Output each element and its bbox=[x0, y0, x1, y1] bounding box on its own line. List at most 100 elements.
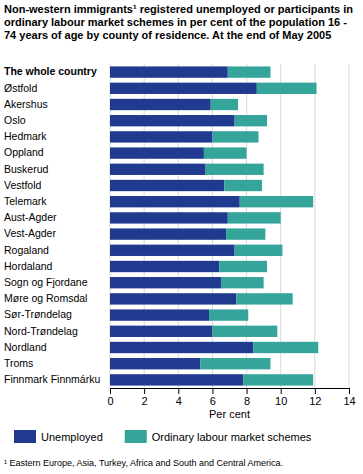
legend-label: Ordinary labour market schemes bbox=[152, 431, 312, 443]
chart: Non-western immigrants¹ registered unemp… bbox=[0, 0, 363, 474]
tick-mark bbox=[212, 388, 213, 394]
category-label: Rogaland bbox=[4, 244, 49, 256]
grid-line bbox=[246, 64, 247, 388]
tick: Oppland bbox=[4, 146, 44, 158]
bar bbox=[221, 277, 264, 288]
tick: 10 bbox=[275, 388, 287, 407]
tick-mark bbox=[144, 388, 145, 394]
category-label: Østfold bbox=[4, 82, 37, 94]
bar bbox=[200, 358, 270, 369]
tick: Oslo bbox=[4, 114, 26, 126]
tick: Hordaland bbox=[4, 260, 53, 272]
bar bbox=[235, 115, 267, 126]
bar bbox=[110, 99, 211, 110]
category-label: Telemark bbox=[4, 195, 47, 207]
category-label: Vest-Agder bbox=[4, 227, 56, 239]
plot: 02468101214The whole countryØstfoldAkers… bbox=[4, 64, 356, 407]
tick-label: 12 bbox=[309, 395, 321, 407]
tick: Østfold bbox=[4, 82, 37, 94]
tick: 2 bbox=[142, 388, 148, 407]
bar bbox=[240, 196, 313, 207]
tick: Rogaland bbox=[4, 244, 49, 256]
bar bbox=[110, 358, 200, 369]
grid-line bbox=[178, 64, 179, 388]
bar bbox=[236, 293, 292, 304]
legend-item: Unemployed bbox=[14, 430, 103, 443]
category-label: Hordaland bbox=[4, 260, 53, 272]
bar bbox=[226, 228, 265, 239]
footnote: ¹ Eastern Europe, Asia, Turkey, Africa a… bbox=[4, 458, 283, 468]
tick-label: 6 bbox=[210, 395, 216, 407]
category-label: Hedmark bbox=[4, 130, 47, 142]
category-label: The whole country bbox=[4, 65, 97, 77]
bar bbox=[110, 293, 236, 304]
tick: Sør-Trøndelag bbox=[4, 308, 72, 320]
bars bbox=[110, 66, 318, 385]
bar bbox=[257, 83, 317, 94]
grid-line bbox=[314, 64, 315, 388]
bar bbox=[110, 115, 235, 126]
legend-swatch bbox=[125, 430, 147, 443]
x-axis-title: Per cent bbox=[209, 408, 250, 420]
grid-line bbox=[349, 64, 350, 388]
tick-label: 2 bbox=[142, 395, 148, 407]
bar bbox=[212, 131, 258, 142]
tick-label: 14 bbox=[343, 395, 355, 407]
y-axis: The whole country Østfold Akershus Oslo Hedm… bbox=[4, 65, 100, 385]
tick: Møre og Romsdal bbox=[4, 292, 87, 304]
bar bbox=[228, 66, 271, 77]
tick-mark bbox=[315, 388, 316, 394]
tick: 12 bbox=[309, 388, 321, 407]
tick-label: 4 bbox=[176, 395, 182, 407]
tick: Nord-Trøndelag bbox=[4, 325, 78, 337]
bar bbox=[110, 131, 212, 142]
tick-label: 8 bbox=[244, 395, 250, 407]
bar bbox=[253, 342, 318, 353]
bar bbox=[110, 374, 243, 385]
tick: 14 bbox=[343, 388, 355, 407]
bar bbox=[110, 277, 221, 288]
x-axis: 02468101214 bbox=[107, 388, 355, 407]
tick: 4 bbox=[176, 388, 182, 407]
category-label: Troms bbox=[4, 357, 33, 369]
bar bbox=[206, 164, 264, 175]
tick: Troms bbox=[4, 357, 33, 369]
grid-line bbox=[212, 64, 213, 388]
bar bbox=[243, 374, 313, 385]
legend-swatch bbox=[14, 430, 36, 443]
bar bbox=[110, 83, 257, 94]
tick-mark bbox=[247, 388, 248, 394]
tick-mark bbox=[110, 388, 111, 394]
tick: 6 bbox=[210, 388, 216, 407]
legend-item: Ordinary labour market schemes bbox=[125, 430, 312, 443]
series-bars bbox=[200, 66, 318, 385]
legend-label: Unemployed bbox=[41, 431, 103, 443]
bar bbox=[204, 147, 247, 158]
grid-line bbox=[110, 64, 111, 388]
tick: The whole country bbox=[4, 65, 97, 77]
category-label: Aust-Agder bbox=[4, 211, 57, 223]
grid-line bbox=[144, 64, 145, 388]
bar bbox=[219, 261, 267, 272]
series-bars bbox=[110, 66, 257, 385]
bar bbox=[110, 66, 228, 77]
category-label: Møre og Romsdal bbox=[4, 292, 87, 304]
tick: Vest-Agder bbox=[4, 227, 56, 239]
tick-mark bbox=[281, 388, 282, 394]
bar bbox=[110, 196, 240, 207]
tick: Hedmark bbox=[4, 130, 47, 142]
tick: Buskerud bbox=[4, 163, 49, 175]
tick: Akershus bbox=[4, 98, 48, 110]
bar bbox=[235, 245, 283, 256]
bar bbox=[110, 147, 204, 158]
category-label: Vestfold bbox=[4, 179, 42, 191]
tick: 8 bbox=[244, 388, 250, 407]
bar bbox=[110, 164, 206, 175]
axis-line bbox=[111, 388, 350, 389]
category-label: Finnmark Finnmárku bbox=[4, 373, 100, 385]
category-label: Nordland bbox=[4, 341, 47, 353]
tick: Vestfold bbox=[4, 179, 42, 191]
bar bbox=[110, 212, 228, 223]
tick: Aust-Agder bbox=[4, 211, 57, 223]
category-label: Akershus bbox=[4, 98, 48, 110]
